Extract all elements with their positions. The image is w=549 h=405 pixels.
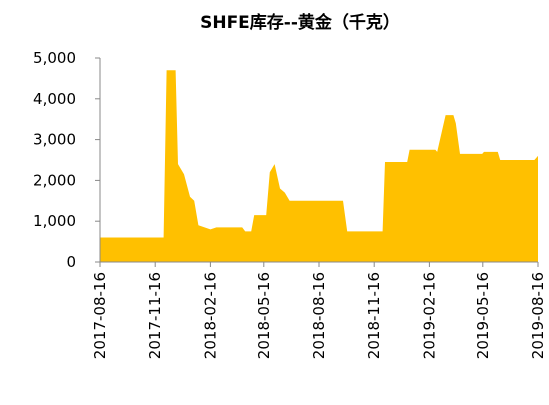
x-tick-label: 2019-05-16 [474,272,492,359]
x-tick-label: 2017-08-16 [91,272,109,359]
y-tick-label: 4,000 [33,90,76,108]
x-tick-label: 2018-02-16 [201,272,219,359]
x-tick-label: 2017-11-16 [146,272,164,359]
x-tick-label: 2018-08-16 [310,272,328,359]
y-tick-label: 3,000 [33,131,76,149]
x-tick-label: 2019-02-16 [420,272,438,359]
area [100,70,538,263]
y-tick-label: 0 [66,253,76,271]
y-tick-label: 2,000 [33,171,76,189]
x-tick-label: 2019-08-16 [529,272,547,359]
chart-title: SHFE库存--黄金（千克） [200,12,400,33]
x-tick-label: 2018-05-16 [255,272,273,359]
x-tick-label: 2018-11-16 [365,272,383,359]
y-tick-label: 5,000 [33,49,76,67]
y-tick-label: 1,000 [33,212,76,230]
